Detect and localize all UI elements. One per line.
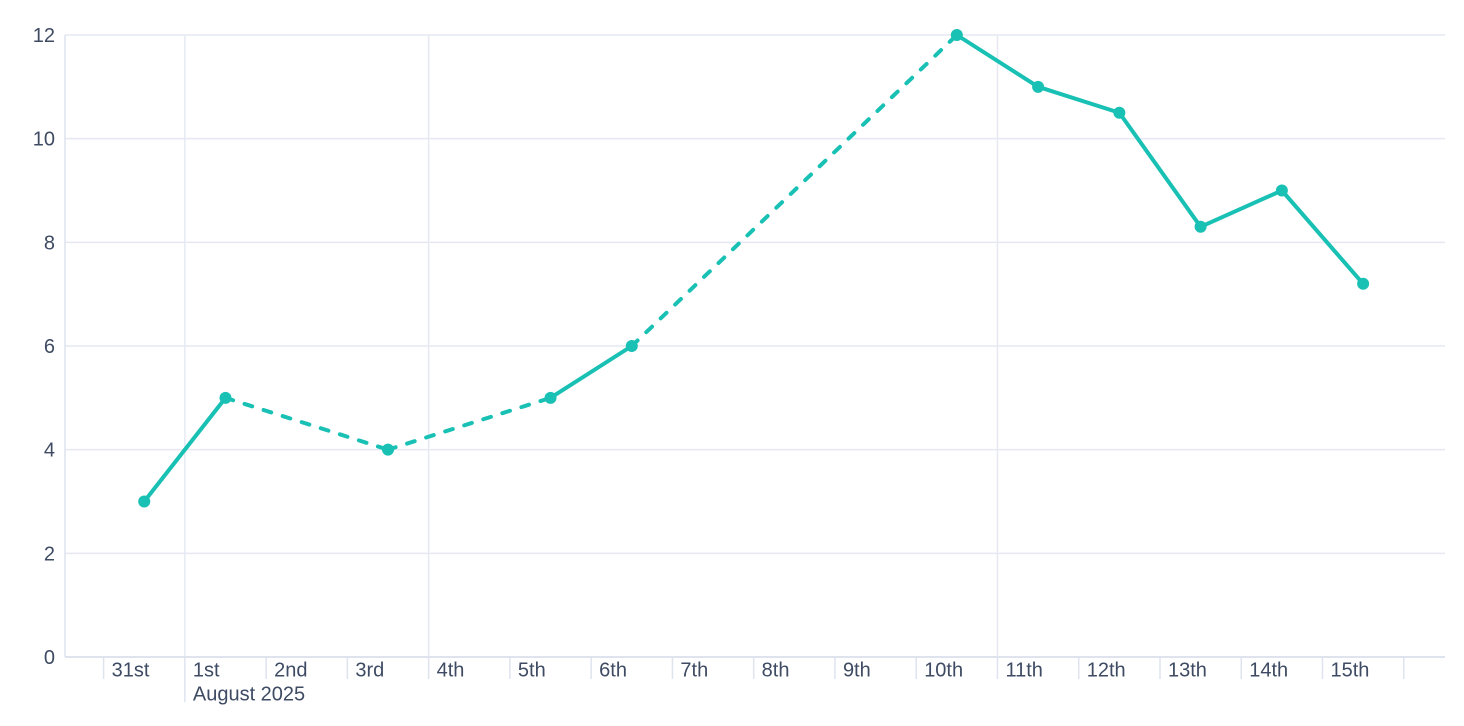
y-tick-label: 8 bbox=[44, 232, 55, 254]
series-segment-solid bbox=[1279, 188, 1366, 286]
y-tick-label: 12 bbox=[33, 25, 55, 47]
x-tick-label: 14th bbox=[1249, 660, 1288, 682]
x-tick-label: 5th bbox=[518, 660, 546, 682]
y-tick-label: 6 bbox=[44, 336, 55, 358]
series-segment-solid bbox=[1198, 188, 1284, 229]
data-point-marker[interactable] bbox=[138, 495, 151, 508]
series-segment-solid bbox=[548, 344, 634, 400]
data-point-marker[interactable] bbox=[219, 391, 232, 404]
data-point-marker[interactable] bbox=[1032, 80, 1045, 93]
x-tick-label: 11th bbox=[1005, 660, 1042, 682]
x-tick-label: 7th bbox=[680, 660, 708, 682]
series-segment-solid bbox=[954, 33, 1041, 89]
data-point-marker[interactable] bbox=[382, 443, 395, 456]
x-tick-label: 8th bbox=[762, 660, 790, 682]
x-tick-label: 15th bbox=[1331, 660, 1370, 682]
x-tick-label: 31st bbox=[112, 660, 150, 682]
data-point-marker[interactable] bbox=[950, 29, 963, 41]
data-point-marker[interactable] bbox=[1113, 106, 1126, 119]
y-tick-label: 0 bbox=[44, 647, 55, 669]
data-point-marker[interactable] bbox=[544, 391, 557, 404]
x-tick-label: 13th bbox=[1168, 660, 1207, 682]
x-tick-label: 10th bbox=[924, 660, 963, 682]
y-tick-label: 4 bbox=[44, 440, 55, 462]
series-segment-dashed bbox=[629, 33, 959, 348]
data-point-marker[interactable] bbox=[625, 340, 638, 352]
x-tick-label: 9th bbox=[843, 660, 871, 682]
series-segment-solid bbox=[1117, 110, 1203, 229]
x-tick-label: 2nd bbox=[274, 660, 307, 682]
x-tick-label: 4th bbox=[437, 660, 465, 682]
data-point-marker[interactable] bbox=[1357, 277, 1370, 290]
y-tick-label: 2 bbox=[44, 543, 55, 565]
x-tick-label: 12th bbox=[1087, 660, 1126, 682]
month-label: August 2025 bbox=[193, 684, 305, 706]
series-segment-solid bbox=[142, 395, 228, 504]
series-segment-dashed bbox=[223, 395, 391, 452]
x-tick-label: 3rd bbox=[355, 660, 384, 682]
data-point-marker[interactable] bbox=[1194, 220, 1207, 233]
x-tick-label: 1st bbox=[193, 660, 220, 682]
series-segment-dashed bbox=[386, 395, 553, 452]
data-point-marker[interactable] bbox=[1275, 184, 1288, 197]
series-segment-solid bbox=[1036, 84, 1122, 115]
x-tick-label: 6th bbox=[599, 660, 627, 682]
y-tick-label: 10 bbox=[33, 129, 55, 151]
